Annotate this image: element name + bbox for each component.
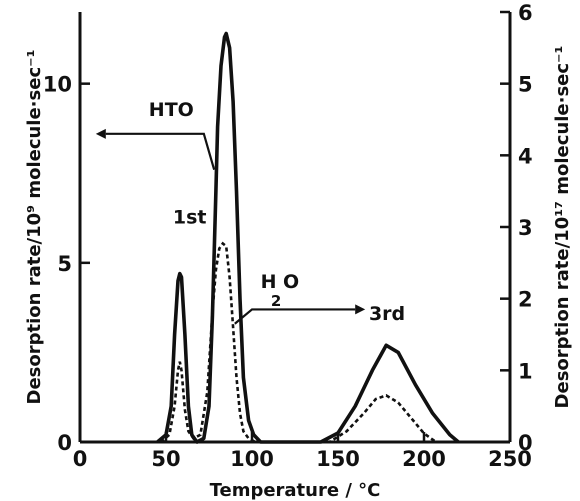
annotation-layer: 1st2nd3rdHTOH2O [149,0,405,325]
y-left-ticks: 0 5 10 [43,73,90,455]
annotation-h: H [261,271,277,293]
h2o-arrow [235,309,355,323]
pointer-layer [96,129,365,324]
y-axis-left-label: Desorption rate/10⁹ molecule·sec⁻¹ [24,50,45,405]
annotation-2: 2 [271,292,281,310]
x-tick-label: 50 [151,447,180,471]
h2o-arrowhead [355,304,365,314]
x-ticks: 0 50 100 150 200 250 [73,432,532,471]
series-hto-line [157,34,458,443]
x-tick-label: 0 [73,447,88,471]
series-layer [157,34,458,443]
hto-arrowhead [96,129,106,139]
y-left-tick-label: 0 [57,431,72,455]
y-right-tick-label: 1 [518,359,533,383]
x-axis-label: Temperature / °C [210,480,381,501]
y-right-tick-label: 4 [518,144,533,168]
x-tick-label: 100 [230,447,274,471]
y-right-tick-label: 3 [518,216,533,240]
y-right-tick-label: 5 [518,73,533,97]
annotation-hto: HTO [149,99,194,121]
y-axis-right-label: Desorption rate/10¹⁷ molecule·sec⁻¹ [552,46,573,409]
y-left-tick-label: 10 [43,73,72,97]
y-right-tick-label: 2 [518,288,533,312]
annotation-3rd: 3rd [369,303,405,325]
hto-arrow [106,134,214,170]
y-right-ticks: 0 1 2 3 4 5 6 [500,1,533,455]
annotation-o: O [283,271,299,293]
plot-axes [80,12,510,442]
x-tick-label: 200 [402,447,446,471]
annotation-1st: 1st [173,206,207,228]
x-tick-label: 150 [316,447,360,471]
y-right-tick-label: 6 [518,1,533,25]
y-left-tick-label: 5 [57,252,72,276]
y-right-tick-label: 0 [518,431,533,455]
